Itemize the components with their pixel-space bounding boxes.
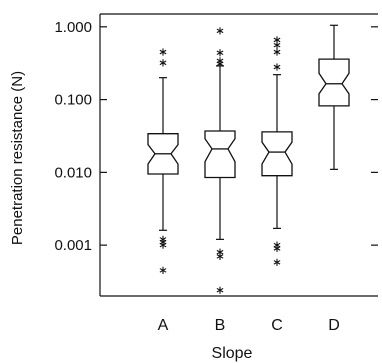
outlier-marker [273,63,281,71]
x-tick-label: B [215,317,226,334]
outlier-marker [159,48,167,56]
notched-box [261,131,293,177]
notched-box [147,133,179,175]
box-B [204,27,236,294]
notched-box [318,58,350,107]
outlier-marker [273,48,281,56]
outlier-marker [216,27,224,35]
outlier-marker [273,258,281,266]
outlier-marker [216,49,224,57]
x-tick-label: D [328,317,340,334]
plot-frame [99,13,378,297]
x-tick-label: A [158,317,169,334]
outlier-marker [159,266,167,274]
box-C [261,36,293,266]
y-tick-label: 0.010 [54,164,92,181]
box-A [147,48,179,274]
boxes [147,24,350,294]
outlier-marker [216,286,224,294]
outlier-marker [273,36,281,44]
outlier-marker [159,59,167,67]
box-D [318,24,350,170]
y-tick-label: 1.000 [54,19,92,36]
y-axis: 1.000 0.100 0.010 0.001 [54,19,378,254]
outlier-marker [216,252,224,261]
y-tick-label: 0.100 [54,92,92,109]
y-axis-title: Penetration resistance (N) [9,71,26,245]
outlier-marker [216,57,224,65]
y-tick-label: 0.001 [54,237,92,254]
x-axis: A B C D [158,317,340,334]
outlier-marker [273,244,281,253]
outlier-marker [159,241,167,249]
x-tick-label: C [271,317,283,334]
x-axis-title: Slope [212,345,253,362]
notched-box [204,130,236,179]
